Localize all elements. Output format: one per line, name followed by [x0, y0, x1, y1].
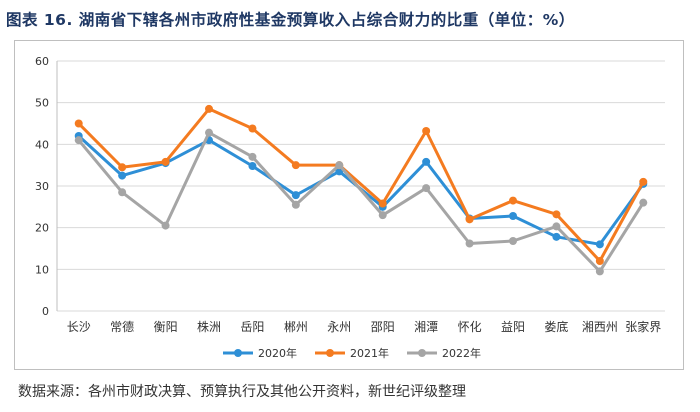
data-point	[378, 211, 387, 220]
y-tick-label: 20	[35, 222, 49, 235]
series-line	[77, 107, 645, 263]
data-point	[422, 157, 431, 166]
legend-label: 2021年	[350, 346, 389, 360]
chart-frame: 0 10 20 30 40 50 60 长沙 常德 衡阳 株洲 岳阳 郴州 永州 邵阳 湘潭 怀化 益阳 娄底 湘西…	[14, 40, 684, 370]
x-tick-label: 湘潭	[414, 319, 438, 334]
data-point	[639, 198, 648, 207]
data-point	[465, 239, 474, 248]
data-point	[161, 157, 170, 166]
y-tick-label: 40	[35, 138, 49, 151]
data-point	[595, 240, 604, 249]
chart-title: 图表 16. 湖南省下辖各州市政府性基金预算收入占综合财力的比重（单位：%）	[6, 11, 575, 29]
legend-label: 2022年	[442, 346, 481, 360]
data-point	[118, 171, 127, 180]
x-tick-label: 益阳	[501, 320, 525, 334]
data-point	[248, 124, 257, 133]
y-tick-labels: 0 10 20 30 40 50 60	[35, 55, 49, 318]
y-tick-label: 30	[35, 180, 49, 193]
x-tick-label: 邵阳	[371, 320, 395, 334]
data-point	[509, 196, 517, 205]
data-point	[639, 177, 648, 186]
data-point	[595, 257, 604, 265]
y-tick-label: 60	[35, 55, 49, 68]
data-point	[118, 188, 127, 197]
data-source-note: 数据来源：各州市财政决算、预算执行及其他公开资料，新世纪评级整理	[18, 384, 466, 400]
x-tick-labels: 长沙 常德 衡阳 株洲 岳阳 郴州 永州 邵阳 湘潭 怀化 益阳 娄底 湘西州 张家界	[67, 319, 662, 334]
data-point	[118, 163, 127, 172]
data-point	[74, 119, 83, 128]
data-point	[595, 267, 604, 276]
data-point	[205, 104, 213, 113]
data-point	[291, 161, 300, 170]
data-point	[465, 215, 474, 224]
y-tick-label: 50	[35, 97, 49, 110]
x-tick-label: 怀化	[458, 320, 482, 334]
data-point	[205, 128, 213, 137]
x-tick-label: 衡阳	[154, 320, 178, 334]
data-point	[552, 232, 561, 241]
line-chart: 0 10 20 30 40 50 60 长沙 常德 衡阳 株洲 岳阳 郴州 永州 邵阳 湘潭 怀化 益阳 娄底 湘西…	[35, 55, 665, 360]
gridlines	[56, 60, 665, 312]
legend-swatch-marker	[326, 349, 334, 357]
data-point	[335, 161, 344, 170]
x-tick-label: 常德	[110, 319, 134, 334]
data-point	[378, 199, 387, 208]
x-tick-label: 张家界	[625, 319, 661, 334]
x-tick-label: 永州	[327, 320, 351, 334]
series-2	[74, 104, 648, 265]
series-group	[74, 104, 648, 276]
x-tick-label: 株洲	[197, 319, 221, 334]
series-3	[74, 128, 648, 276]
data-point	[422, 127, 431, 135]
data-point	[422, 184, 431, 193]
x-tick-label: 娄底	[544, 319, 568, 334]
data-point	[291, 191, 300, 200]
data-point	[74, 136, 83, 145]
y-tick-label: 10	[35, 263, 49, 276]
legend: 2020年 2021年 2022年	[223, 346, 481, 360]
data-point	[248, 162, 257, 170]
legend-label: 2020年	[258, 346, 297, 360]
data-point	[509, 212, 517, 220]
x-tick-label: 湘西州	[582, 319, 618, 334]
x-tick-label: 长沙	[67, 320, 91, 334]
data-point	[509, 237, 517, 245]
data-point	[552, 222, 561, 231]
legend-swatch-marker	[418, 349, 426, 357]
x-tick-label: 郴州	[284, 320, 308, 334]
legend-swatch-marker	[234, 349, 242, 357]
data-point	[248, 152, 257, 161]
y-tick-label: 0	[42, 305, 49, 318]
series-line	[77, 131, 645, 273]
data-point	[291, 200, 300, 209]
data-point	[161, 221, 170, 230]
data-point	[552, 210, 561, 219]
x-tick-label: 岳阳	[240, 320, 264, 334]
